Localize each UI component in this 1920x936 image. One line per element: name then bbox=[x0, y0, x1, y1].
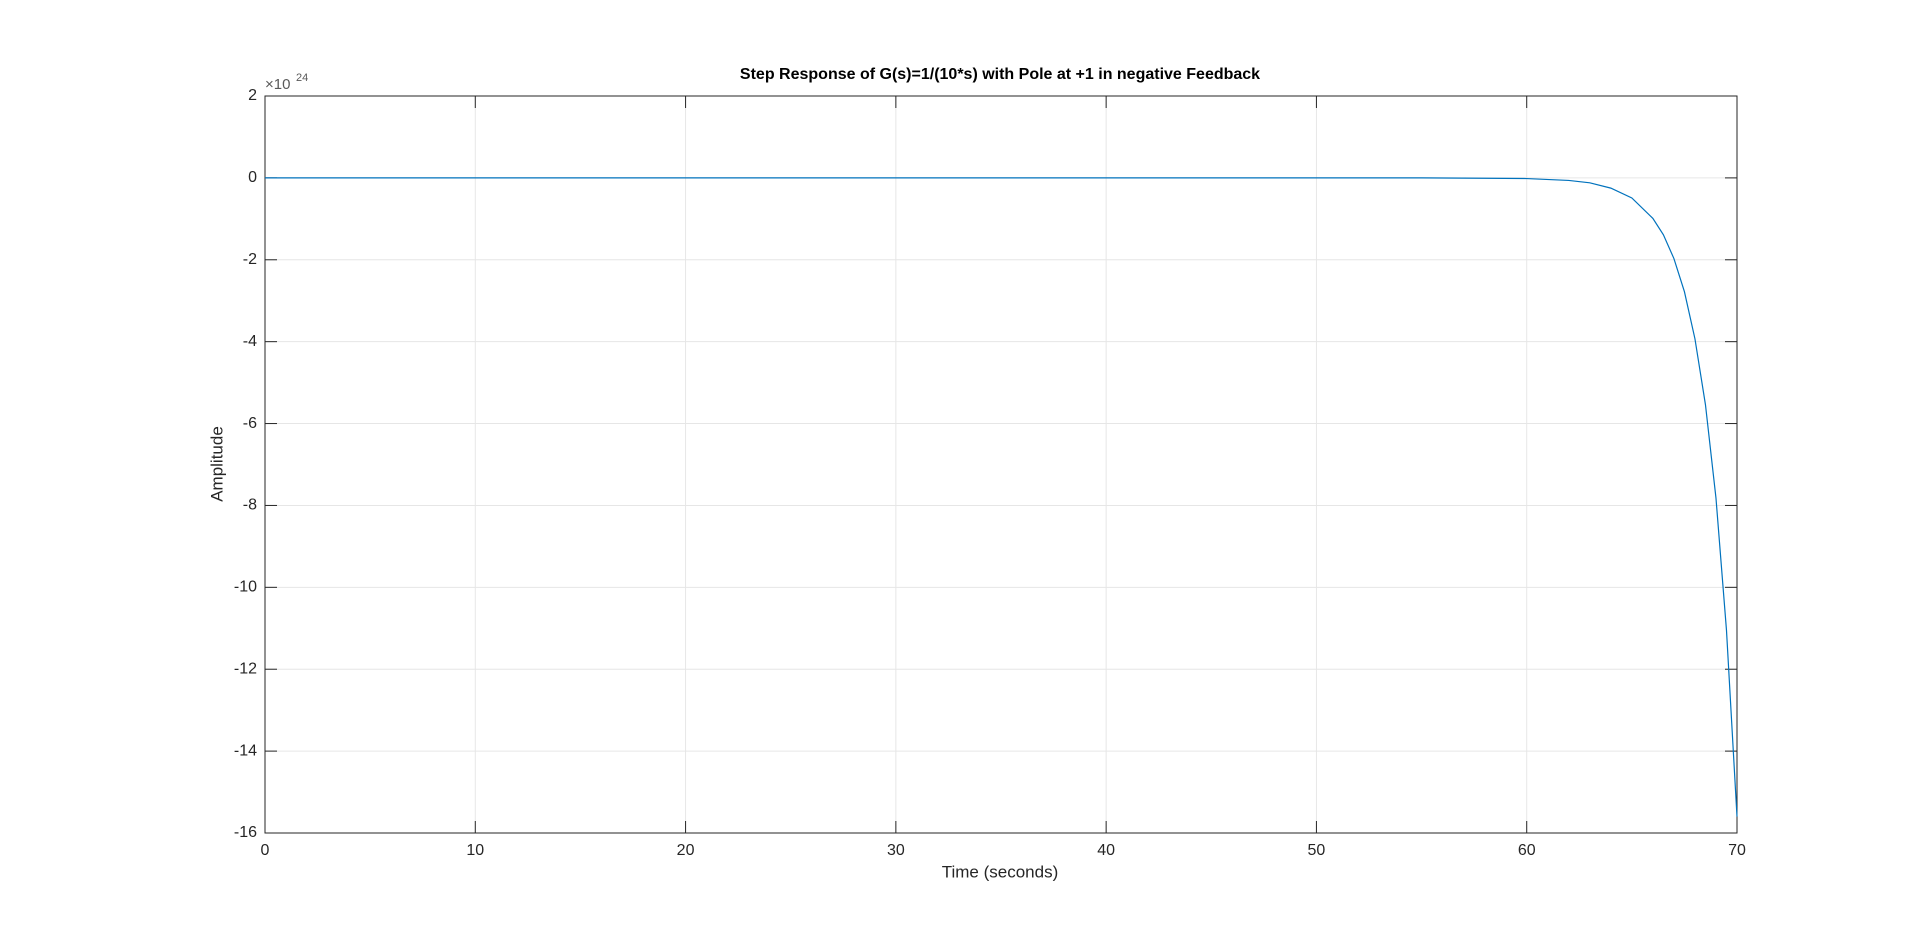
data-line bbox=[265, 177, 1738, 817]
y-tick-label: -4 bbox=[243, 333, 257, 350]
y-tick-label: -12 bbox=[234, 660, 257, 677]
x-tick-label: 50 bbox=[1308, 842, 1326, 859]
y-scale-base: ×10 bbox=[265, 76, 290, 93]
y-tick-label: -2 bbox=[243, 251, 257, 268]
x-tick-label: 30 bbox=[887, 842, 905, 859]
y-tick-label: -6 bbox=[243, 415, 257, 432]
y-tick-label: 2 bbox=[248, 87, 257, 104]
y-tick-label: 0 bbox=[248, 169, 257, 186]
y-scale-exponent: 24 bbox=[296, 72, 308, 84]
x-tick-label: 60 bbox=[1518, 842, 1536, 859]
y-tick-label: -10 bbox=[234, 579, 257, 596]
y-tick-label: -8 bbox=[243, 497, 257, 514]
x-tick-label: 40 bbox=[1097, 842, 1115, 859]
x-tick-label: 70 bbox=[1728, 842, 1746, 859]
y-tick-label: -16 bbox=[234, 824, 257, 841]
chart-title: Step Response of G(s)=1/(10*s) with Pole… bbox=[740, 66, 1260, 83]
x-tick-label: 0 bbox=[261, 842, 270, 859]
y-axis-label: Amplitude bbox=[207, 426, 226, 502]
x-tick-label: 10 bbox=[466, 842, 484, 859]
y-tick-label: -14 bbox=[234, 742, 257, 759]
x-tick-label: 20 bbox=[677, 842, 695, 859]
x-axis-label: Time (seconds) bbox=[942, 862, 1059, 881]
plot-frame bbox=[264, 95, 1738, 834]
